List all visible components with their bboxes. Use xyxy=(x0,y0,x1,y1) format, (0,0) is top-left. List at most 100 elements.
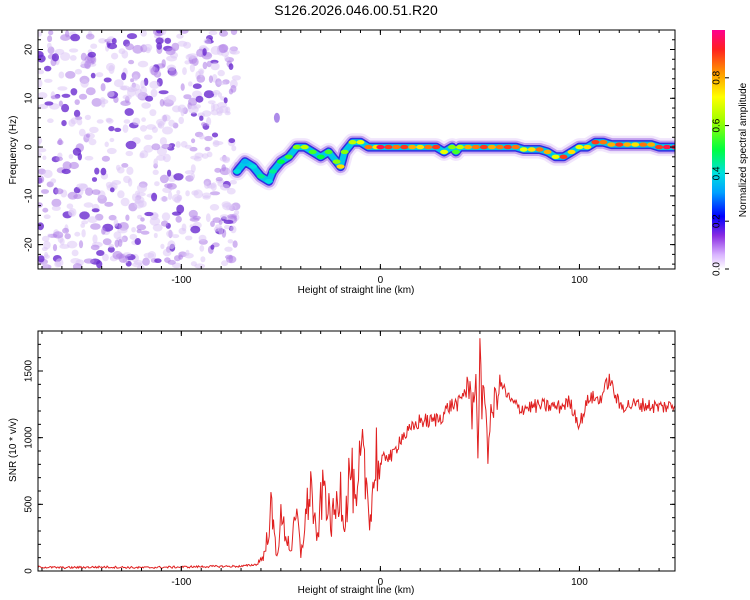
noise-blob xyxy=(38,175,45,184)
noise-blob xyxy=(176,33,184,39)
noise-blob xyxy=(91,98,103,107)
noise-blob xyxy=(108,214,117,221)
noise-blob xyxy=(38,222,44,231)
colorbar-ticks: 0.0 0.2 0.4 0.6 0.8 xyxy=(712,70,729,276)
noise-blob xyxy=(136,192,146,197)
colorbar-gradient xyxy=(712,30,725,269)
noise-blob xyxy=(61,120,67,127)
noise-blob xyxy=(132,193,137,201)
noise-blob xyxy=(51,198,62,208)
noise-blob xyxy=(78,240,84,249)
noise-blob xyxy=(222,157,230,164)
noise-blob xyxy=(91,208,100,213)
noise-blob xyxy=(54,188,64,195)
x-tick-label: -100 xyxy=(171,577,191,588)
noise-blob xyxy=(90,223,101,230)
noise-blob xyxy=(114,127,122,132)
noise-blob xyxy=(76,183,88,190)
snr-series-line xyxy=(38,338,675,570)
noise-blob xyxy=(190,225,201,234)
noise-blob xyxy=(149,80,160,89)
noise-blob xyxy=(110,187,115,193)
noise-blob xyxy=(84,155,94,161)
ridge-point xyxy=(364,144,373,150)
colorbar-tick-label: 0.4 xyxy=(712,166,723,180)
noise-blob xyxy=(207,100,216,105)
noise-blob xyxy=(87,216,98,224)
ridge-point xyxy=(316,154,325,159)
noise-blob xyxy=(52,231,64,239)
noise-blob xyxy=(228,63,234,70)
noise-blob xyxy=(171,234,180,239)
y-tick-label: -10 xyxy=(24,188,35,203)
ridge-point xyxy=(308,149,317,155)
ridge-point xyxy=(452,149,460,155)
noise-blob xyxy=(38,92,48,99)
noise-blob xyxy=(126,166,134,175)
noise-blob xyxy=(38,54,46,63)
noise-blob xyxy=(154,181,160,187)
noise-blob xyxy=(103,77,112,83)
noise-blob xyxy=(41,189,49,194)
noise-blob xyxy=(91,177,98,182)
noise-blob xyxy=(96,260,103,269)
noise-blob xyxy=(182,67,187,76)
noise-blob xyxy=(181,223,187,232)
noise-blob xyxy=(55,156,63,162)
noise-blob xyxy=(195,95,204,103)
noise-blob xyxy=(38,152,42,157)
noise-blob xyxy=(174,196,181,204)
noise-blob xyxy=(210,62,220,71)
noise-blob xyxy=(168,69,178,77)
noise-blob xyxy=(43,214,51,219)
ridge-point xyxy=(487,144,496,150)
noise-blob xyxy=(204,135,213,142)
noise-blob xyxy=(183,41,192,49)
noise-blob xyxy=(191,190,199,196)
noise-blob xyxy=(107,246,115,253)
noise-blob xyxy=(191,138,196,144)
noise-blob xyxy=(171,211,182,216)
noise-blob xyxy=(68,48,79,53)
noise-blob xyxy=(218,43,229,53)
snr-x-label: Height of straight line (km) xyxy=(298,585,415,596)
noise-blob xyxy=(166,94,177,104)
noise-blob xyxy=(223,97,228,104)
noise-blob xyxy=(136,224,147,231)
noise-blob xyxy=(217,80,227,86)
ridge-point xyxy=(663,144,671,150)
noise-blob xyxy=(214,167,222,173)
ridge-point xyxy=(348,140,357,145)
noise-blob xyxy=(132,117,141,126)
ridge-point xyxy=(583,144,592,150)
x-tick-label: 0 xyxy=(378,577,384,588)
ridge-point xyxy=(256,174,265,179)
ridge-point xyxy=(543,149,552,155)
noise-blob xyxy=(38,31,42,37)
spectrogram-x-ticks: -100 0 100 xyxy=(41,30,660,286)
noise-blob xyxy=(213,141,224,146)
noise-blob xyxy=(58,100,64,107)
colorbar-tick-label: 0.6 xyxy=(712,118,723,132)
x-tick-label: -100 xyxy=(171,275,191,286)
noise-blob xyxy=(74,68,82,75)
noise-blob xyxy=(185,190,190,197)
noise-blob xyxy=(211,132,219,138)
noise-blob xyxy=(108,243,114,248)
noise-blob xyxy=(225,106,231,114)
ridge-point xyxy=(471,144,480,150)
noise-blob xyxy=(147,251,157,260)
noise-blob xyxy=(141,102,151,109)
noise-blob xyxy=(117,228,128,234)
noise-blob xyxy=(228,138,236,144)
noise-blob xyxy=(68,209,75,217)
ridge-point xyxy=(639,142,648,147)
noise-blob xyxy=(65,71,76,79)
ridge-point xyxy=(464,144,472,150)
snr-y-ticks: 0 500 1000 1500 xyxy=(24,330,675,574)
ridge-point xyxy=(384,144,393,150)
noise-blob xyxy=(176,204,185,214)
ridge-point xyxy=(615,142,624,147)
